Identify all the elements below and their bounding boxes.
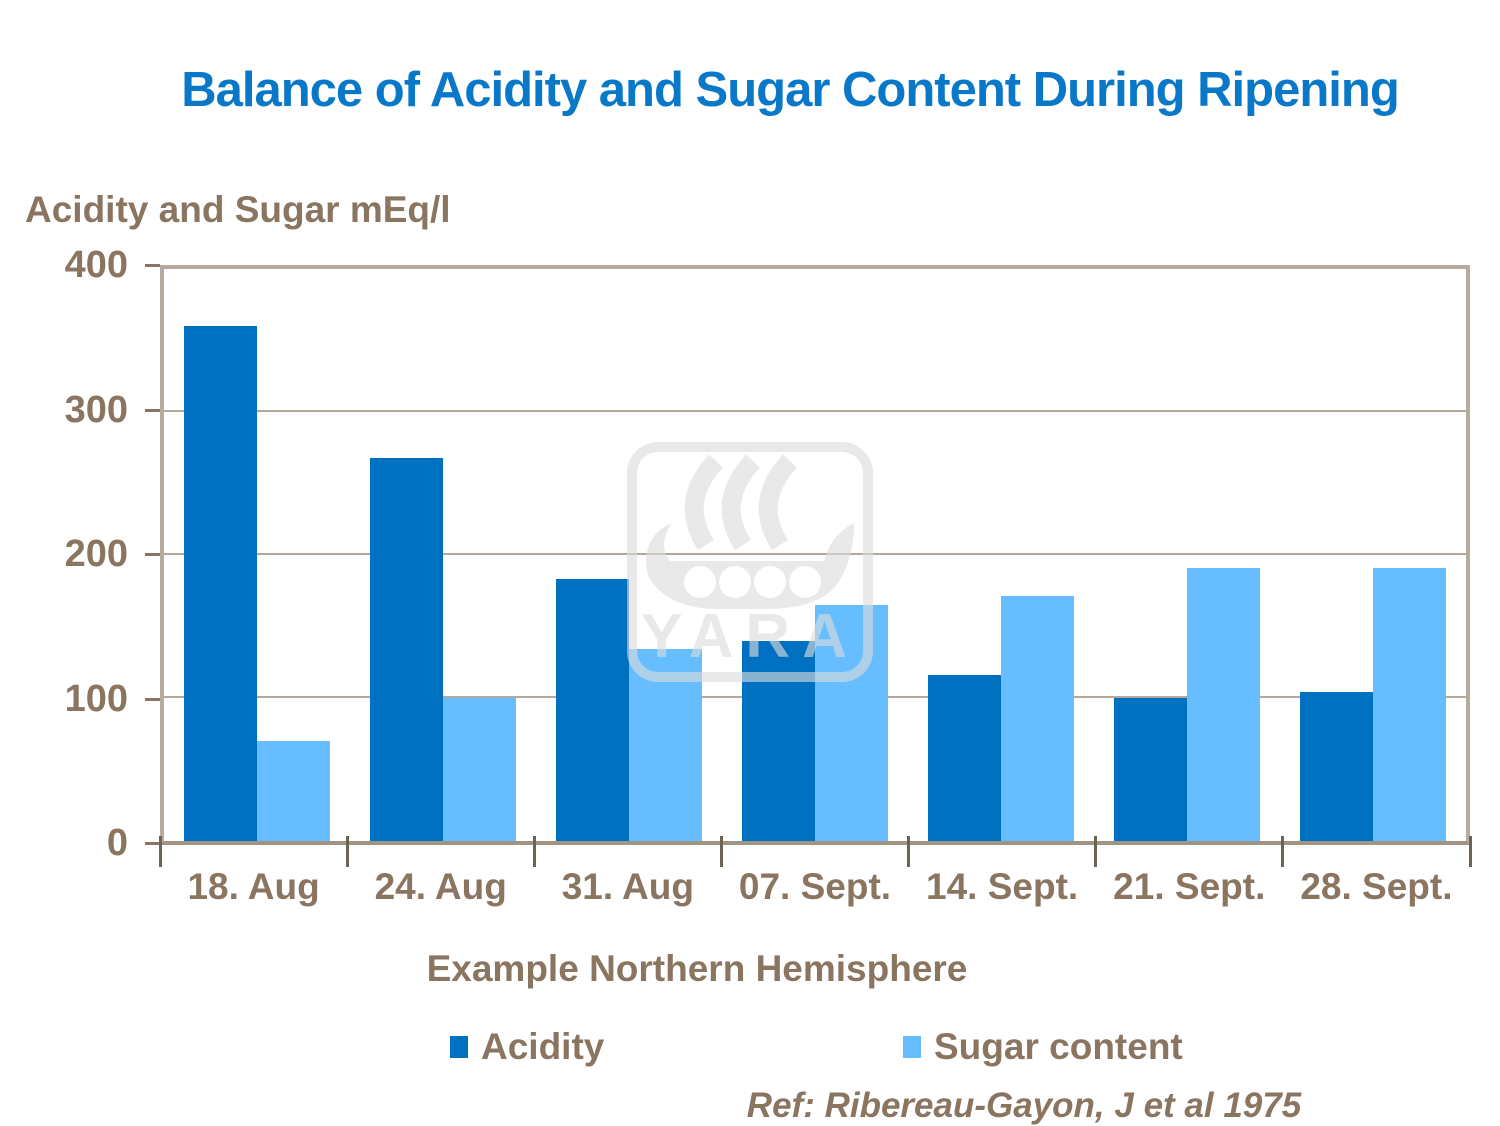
bar-sugar-content — [815, 605, 889, 841]
x-tick-mark — [1281, 836, 1285, 867]
legend-swatch — [903, 1036, 921, 1058]
page-title: Balance of Acidity and Sugar Content Dur… — [181, 63, 1400, 117]
bars-container — [164, 269, 1466, 841]
x-tick-label: 18. Aug — [187, 866, 320, 907]
bar-acidity — [555, 579, 629, 841]
bar-acidity — [369, 457, 443, 841]
y-tick-mark — [145, 842, 160, 845]
x-tick-label: 14. Sept. — [926, 866, 1079, 907]
bar-acidity — [1113, 698, 1187, 841]
y-tick-mark — [145, 408, 160, 412]
chart-group — [536, 269, 722, 841]
bar-acidity — [183, 326, 257, 841]
y-tick-label: 400 — [64, 244, 128, 287]
legend-item: Sugar content — [903, 1026, 1183, 1068]
x-axis-labels: 18. Aug 24. Aug 31. Aug 07. Sept. 14. Sept. 2… — [160, 866, 1470, 908]
x-tick-label: 21. Sept. — [1113, 866, 1266, 907]
chart-group — [164, 269, 350, 841]
legend-item: Acidity — [450, 1026, 604, 1068]
y-tick-label: 200 — [64, 533, 128, 576]
x-tick-label: 28. Sept. — [1300, 866, 1453, 907]
y-axis-title: Acidity and Sugar mEq/l — [25, 189, 451, 230]
y-tick-mark — [145, 264, 160, 268]
bar-sugar-content — [1001, 596, 1075, 841]
bar-acidity — [741, 640, 815, 841]
legend-swatch — [450, 1036, 468, 1058]
x-tick-label: 31. Aug — [561, 866, 694, 907]
x-tick-label: 24. Aug — [374, 866, 507, 907]
y-tick-label: 0 — [106, 822, 128, 864]
plot-area — [160, 265, 1470, 845]
legend-label: Acidity — [481, 1026, 605, 1067]
bar-sugar-content — [629, 649, 703, 841]
chart-group — [722, 269, 908, 841]
x-tick-mark — [532, 836, 536, 867]
reference-text: Ref: Ribereau-Gayon, J et al 1975 — [746, 1086, 1302, 1125]
chart-group — [350, 269, 536, 841]
bar-sugar-content — [443, 698, 517, 841]
y-tick-label: 300 — [64, 388, 128, 431]
x-tick-mark — [719, 836, 723, 867]
x-tick-mark — [158, 836, 162, 867]
gridline — [164, 410, 1466, 412]
bar-sugar-content — [1187, 567, 1261, 841]
x-axis-title: Example Northern Hemisphere — [426, 948, 968, 989]
chart-group — [908, 269, 1094, 841]
x-tick-mark — [907, 836, 911, 867]
x-tick-label: 07. Sept. — [738, 866, 892, 907]
chart-group — [1280, 269, 1466, 841]
chart-group — [1094, 269, 1280, 841]
x-tick-mark — [1468, 836, 1472, 867]
y-tick-mark — [145, 553, 160, 557]
x-tick-mark — [345, 836, 349, 867]
x-tick-mark — [1094, 836, 1098, 867]
legend-label: Sugar content — [934, 1026, 1183, 1067]
y-tick-mark — [145, 697, 160, 701]
bar-acidity — [1299, 692, 1373, 841]
y-tick-label: 100 — [64, 677, 128, 720]
bar-sugar-content — [1373, 567, 1447, 841]
bar-acidity — [927, 675, 1001, 841]
bar-sugar-content — [257, 740, 331, 841]
